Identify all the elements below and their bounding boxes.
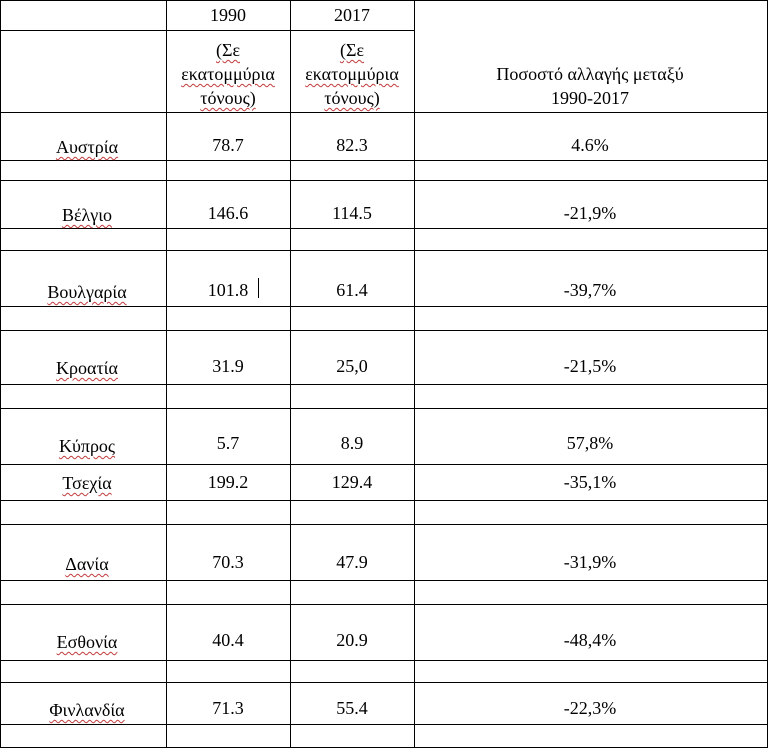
table-row-change: -48,4% xyxy=(563,630,617,650)
table-row-value-1990: 40.4 xyxy=(212,630,244,650)
table-row-country: Τσεχία xyxy=(62,473,112,493)
table-row-country: Εσθονία xyxy=(56,632,118,652)
header-change-line1: Ποσοστό αλλαγής μεταξύ xyxy=(496,64,684,84)
table-row-value-2017: 55.4 xyxy=(336,698,368,718)
table-row-change: -21,5% xyxy=(563,356,617,376)
table-row-value-2017: 8.9 xyxy=(340,433,364,453)
header-year-1990: 1990 xyxy=(210,5,246,25)
header-unit-1990-line3: τόνους) xyxy=(200,88,256,108)
table-row-change: -39,7% xyxy=(563,280,617,300)
table-row-value-1990: 71.3 xyxy=(212,698,244,718)
header-unit-1990-line2: εκατομμύρια xyxy=(181,64,275,84)
table-row-value-1990: 5.7 xyxy=(216,433,240,453)
table-row-change: -21,9% xyxy=(563,203,617,223)
table-row-country: Φινλανδία xyxy=(49,700,125,720)
table-row-change: 4.6% xyxy=(571,135,609,155)
table-row-country: Αυστρία xyxy=(55,137,119,157)
header-unit-2017-line3: τόνους) xyxy=(324,88,380,108)
table-row-value-2017: 47.9 xyxy=(336,552,368,572)
table-row-value-1990: 199.2 xyxy=(207,472,249,492)
table-row-value-2017: 129.4 xyxy=(331,472,373,492)
header-change-line2: 1990-2017 xyxy=(551,88,629,108)
table-row-change: -22,3% xyxy=(563,698,617,718)
table-row-change: -35,1% xyxy=(563,472,617,492)
table-row-country: Δανία xyxy=(65,554,109,574)
table-row-value-2017: 20.9 xyxy=(336,630,368,650)
header-unit-1990-line1: (Σε xyxy=(215,40,241,60)
table-row-value-1990: 78.7 xyxy=(212,135,244,155)
table-row-value-2017: 114.5 xyxy=(332,203,372,223)
table-row-country: Βέλγιο xyxy=(61,205,113,225)
table-row-value-1990: 70.3 xyxy=(212,552,244,572)
header-unit-2017-line2: εκατομμύρια xyxy=(305,64,399,84)
table-row-country: Κροατία xyxy=(56,358,118,378)
table-row-value-2017: 25,0 xyxy=(336,356,368,376)
table-row-country: Βουλγαρία xyxy=(47,282,127,302)
table-row-value-1990: 146.6 xyxy=(207,203,249,223)
table-row-value-1990: 31.9 xyxy=(212,356,244,376)
table-row-change: 57,8% xyxy=(566,433,614,453)
table-row-value-1990: 101.8 xyxy=(207,280,249,300)
header-unit-2017-line1: (Σε xyxy=(339,40,365,60)
header-year-2017: 2017 xyxy=(334,5,370,25)
table-row-value-2017: 61.4 xyxy=(336,280,368,300)
table-row-value-2017: 82.3 xyxy=(336,135,368,155)
table-row-change: -31,9% xyxy=(563,552,617,572)
table-row-country: Κύπρος xyxy=(58,436,116,456)
